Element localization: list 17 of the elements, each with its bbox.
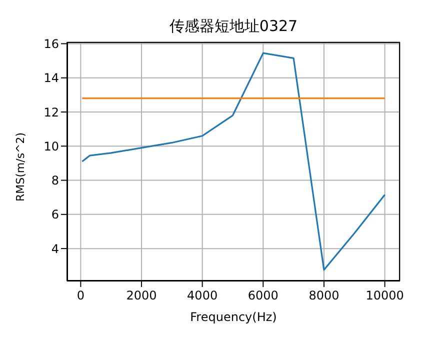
y-tick-label: 10 bbox=[44, 139, 59, 154]
y-tick-label: 6 bbox=[51, 208, 59, 222]
chart-title: 传感器短地址0327 bbox=[168, 17, 299, 36]
x-tick-label: 8000 bbox=[308, 288, 340, 303]
x-tick-label: 2000 bbox=[126, 288, 157, 303]
y-tick-label: 8 bbox=[51, 174, 59, 188]
y-tick-label: 16 bbox=[44, 36, 59, 51]
line-series bbox=[81, 52, 386, 271]
x-axis-title: Frequency(Hz) bbox=[190, 310, 277, 324]
y-tick-label: 12 bbox=[44, 105, 59, 120]
x-tick-label: 0 bbox=[76, 288, 85, 303]
y-axis-title: RMS(m/s^2) bbox=[14, 132, 27, 202]
x-tick-label: 10000 bbox=[366, 288, 404, 303]
x-tick-label: 4000 bbox=[187, 288, 218, 303]
y-tick-label: 4 bbox=[51, 242, 59, 256]
x-tick-label: 6000 bbox=[248, 288, 278, 303]
y-tick-label: 14 bbox=[44, 71, 59, 86]
